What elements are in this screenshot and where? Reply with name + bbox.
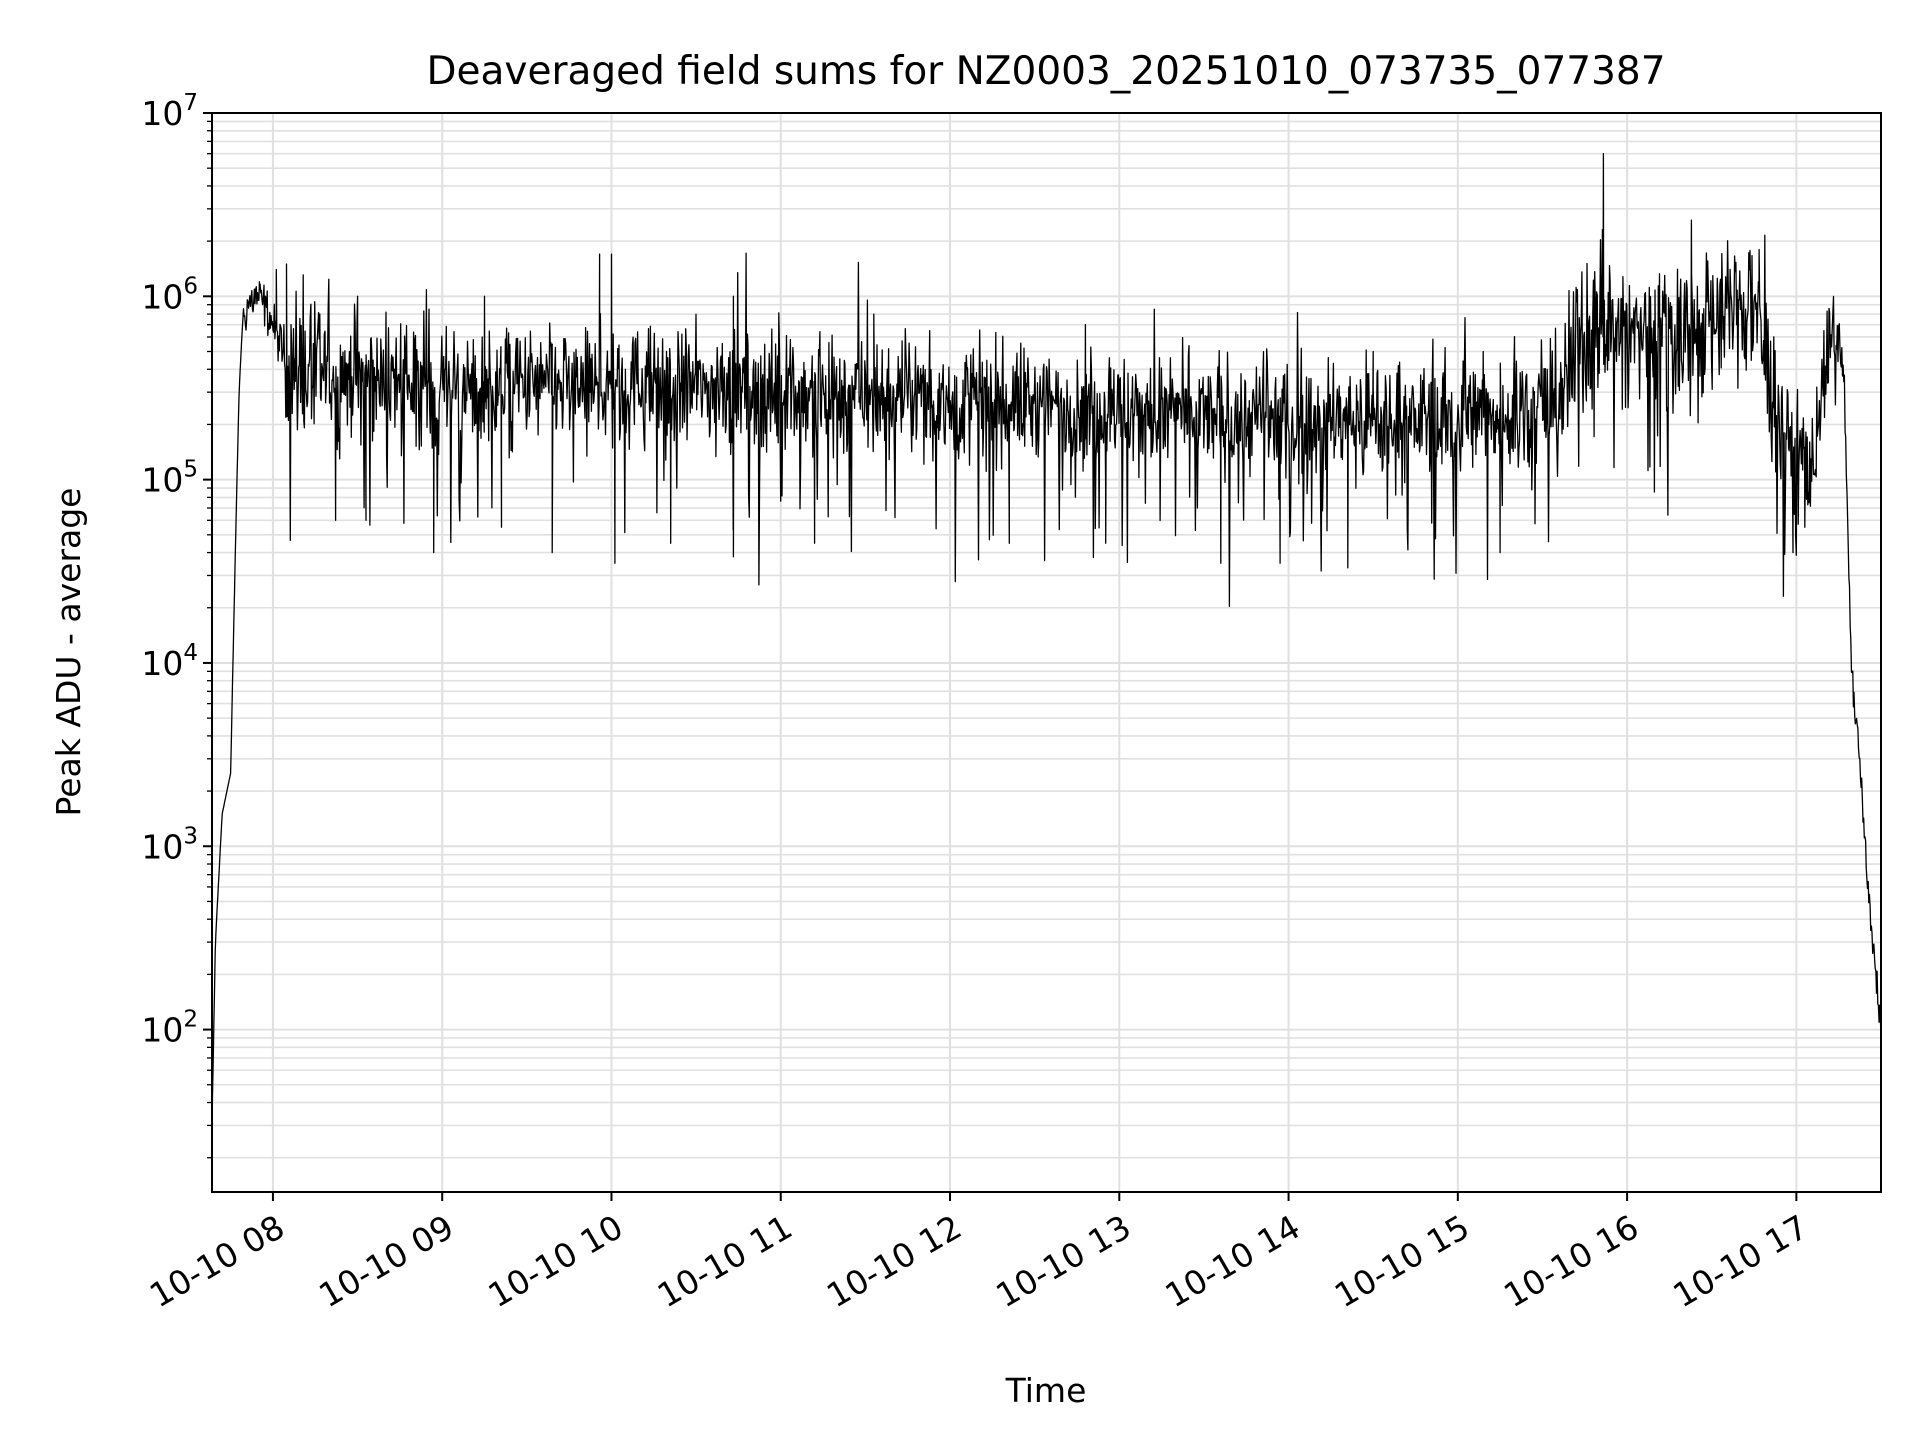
axis-ticks <box>203 112 1798 1201</box>
y-tick-labels: 102 103 104 105 106 107 <box>141 90 198 1050</box>
y-tick-label: 102 <box>141 1007 198 1050</box>
x-axis-label: Time <box>1005 1371 1087 1410</box>
y-tick-label: 106 <box>141 273 198 316</box>
y-tick-label: 105 <box>141 457 198 500</box>
y-tick-label: 107 <box>141 90 198 133</box>
series-line <box>211 153 1882 1126</box>
y-tick-label: 104 <box>141 640 198 683</box>
chart-title: Deaveraged field sums for NZ0003_2025101… <box>426 49 1665 94</box>
y-tick-label: 103 <box>141 823 198 866</box>
plot-frame <box>211 112 1882 1193</box>
y-axis-label: Peak ADU - average <box>49 488 88 817</box>
